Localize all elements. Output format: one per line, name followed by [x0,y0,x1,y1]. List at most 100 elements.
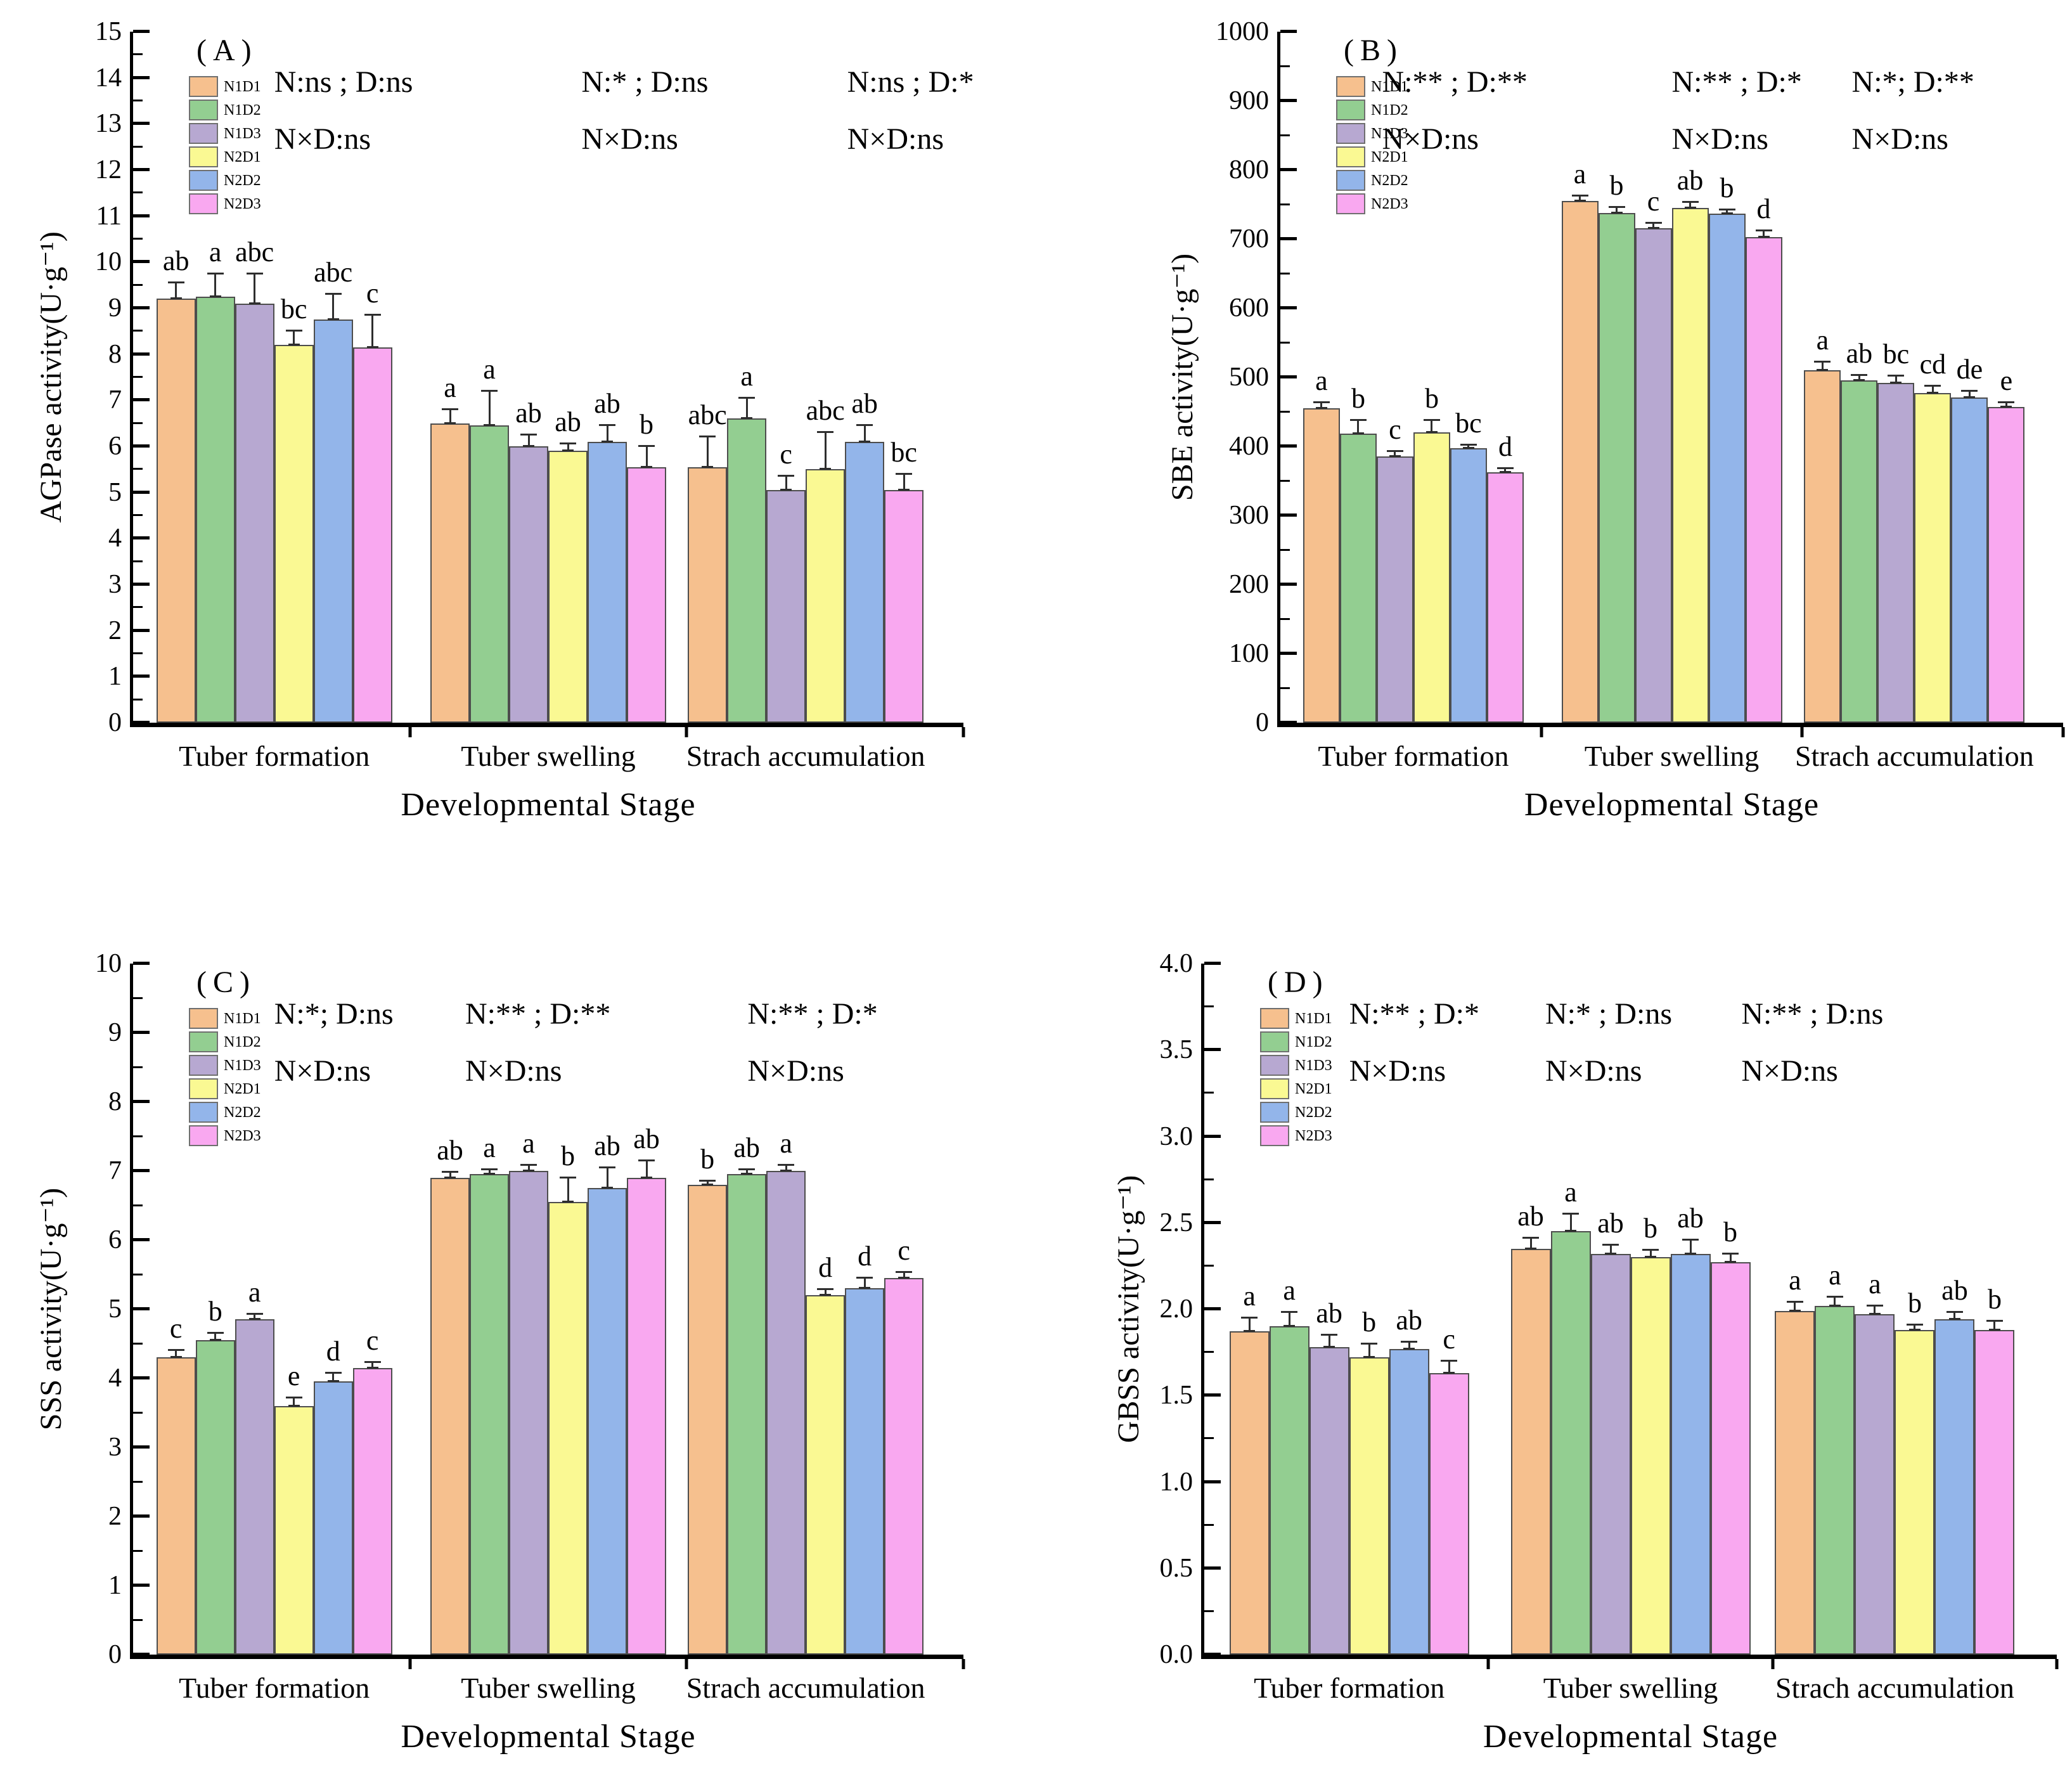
significance-letter: b [1987,1284,2002,1315]
significance-letter: c [1647,185,1660,217]
significance-letter: a [780,1128,792,1159]
error-bar-line [1357,420,1360,434]
significance-letter: b [1720,172,1734,204]
bar-N2D1 [1413,432,1450,723]
bar-N1D2 [470,1174,509,1655]
legend-label: N2D1 [1371,148,1408,165]
significance-letter: bc [1455,407,1482,439]
y-axis-minor-tick [133,330,143,332]
error-bar-line [1609,1245,1612,1254]
y-axis-minor-tick [133,145,143,148]
legend-item: N1D3 [189,123,261,144]
anova-annotation-line2: N×D:ns [847,122,944,156]
category-label: Tuber swelling [461,1672,636,1704]
error-bar-cap-bottom [1565,1230,1576,1232]
error-bar-cap-top [207,272,224,274]
bar-N1D3 [509,1171,548,1655]
significance-letter: b [561,1140,575,1172]
bar-N2D1 [806,1295,846,1655]
x-axis-line [1201,1655,2057,1659]
error-bar-line [488,1169,491,1175]
error-bar-cap-bottom [898,1276,910,1279]
error-bar-cap-bottom [170,297,182,300]
bar-N1D2 [470,425,509,723]
error-bar-cap-top [285,1396,302,1398]
bar-N2D3 [884,1277,924,1655]
x-axis-title: Developmental Stage [1483,1719,1779,1755]
error-bar-cap-top [1571,195,1588,197]
legend-item: N2D1 [1336,146,1408,167]
significance-letter: ab [1316,1297,1342,1329]
legend-item: N1D3 [189,1055,261,1076]
error-bar-cap-top [1755,229,1772,231]
significance-letter: b [640,409,653,440]
anova-annotation-line2: N×D:ns [1349,1054,1446,1088]
legend-item: N1D1 [189,1008,261,1029]
error-bar-cap-bottom [366,1366,378,1369]
legend-swatch [189,1078,218,1099]
error-bar-line [1448,1360,1450,1373]
error-bar-cap-top [1321,1333,1338,1336]
anova-annotation-line1: N:* ; D:ns [1545,997,1673,1031]
legend-label: N2D1 [224,148,261,165]
x-axis-tick [962,1659,965,1669]
y-axis-minor-tick [133,422,143,424]
bar-N2D2 [313,320,353,723]
legend-label: N2D2 [224,1104,261,1121]
error-bar-cap-bottom [170,1356,182,1359]
anova-annotation-line1: N:*; D:ns [274,997,394,1031]
y-axis-minor-tick [133,238,143,240]
significance-letter: b [1907,1287,1922,1319]
error-bar-cap-bottom [1403,1347,1415,1350]
error-bar-cap-top [1786,1301,1803,1303]
error-bar-line [1953,1312,1956,1320]
y-axis-major-tick [133,444,150,448]
legend-label: N2D3 [1295,1127,1332,1144]
error-bar-cap-top [520,433,537,436]
error-bar-line [903,474,905,491]
y-axis-major-tick [1280,652,1297,655]
legend-swatch [189,1031,218,1052]
legend-label: N1D2 [1295,1033,1332,1050]
legend-label: N2D2 [1371,172,1408,189]
category-label: Tuber swelling [1543,1672,1718,1704]
plot-area: 0.0 0.5 1.0 1.5 2.0 2.5 3.0 3.5 4.0 (D) N1D1 N1D2 N1… [1160,950,2059,1755]
x-axis-title: Developmental Stage [401,1719,696,1755]
error-bar-line [1328,1334,1330,1347]
y-axis-major-tick [1204,962,1221,965]
plot-area: 0 100 200 300 400 500 600 700 800 900 1000 (B) N1D1 N… [1216,18,2065,823]
error-bar-line [371,314,374,347]
y-axis-major-tick [1280,30,1297,33]
error-bar-cap-bottom [702,465,714,468]
error-bar-cap-top [638,1159,655,1161]
anova-annotation-line1: N:* ; D:ns [581,65,709,99]
anova-annotation-line2: N×D:ns [1671,122,1768,156]
significance-letter: ab [1396,1304,1422,1336]
y-axis-major-tick [1204,1480,1221,1483]
legend-swatch [189,1125,218,1146]
y-axis-major-tick [1204,1134,1221,1138]
error-bar-cap-bottom [2000,405,2012,408]
panel-letter: (C) [196,965,256,999]
significance-letter: b [1644,1213,1657,1244]
significance-letter: ab [437,1135,463,1166]
error-bar-line [371,1362,374,1368]
significance-letter: c [898,1235,910,1267]
error-bar-cap-bottom [1284,1325,1296,1327]
error-bar-cap-top [364,1360,381,1363]
error-bar-cap-bottom [523,445,534,447]
error-bar-cap-bottom [1363,1356,1375,1359]
legend-label: N2D3 [1371,195,1408,212]
error-bar-line [1320,403,1323,409]
error-bar-cap-bottom [859,1287,871,1289]
error-bar-cap-bottom [1908,1328,1921,1331]
y-axis-minor-tick [133,652,143,654]
error-bar-cap-bottom [484,424,495,427]
error-bar-cap-bottom [1721,212,1733,214]
error-bar-cap-bottom [1605,1252,1616,1255]
error-bar-cap-top [778,1164,795,1166]
error-bar-line [1649,1250,1652,1258]
y-axis-minor-tick [133,698,143,701]
significance-letter: ab [515,397,542,429]
error-bar-cap-top [1401,1340,1418,1343]
